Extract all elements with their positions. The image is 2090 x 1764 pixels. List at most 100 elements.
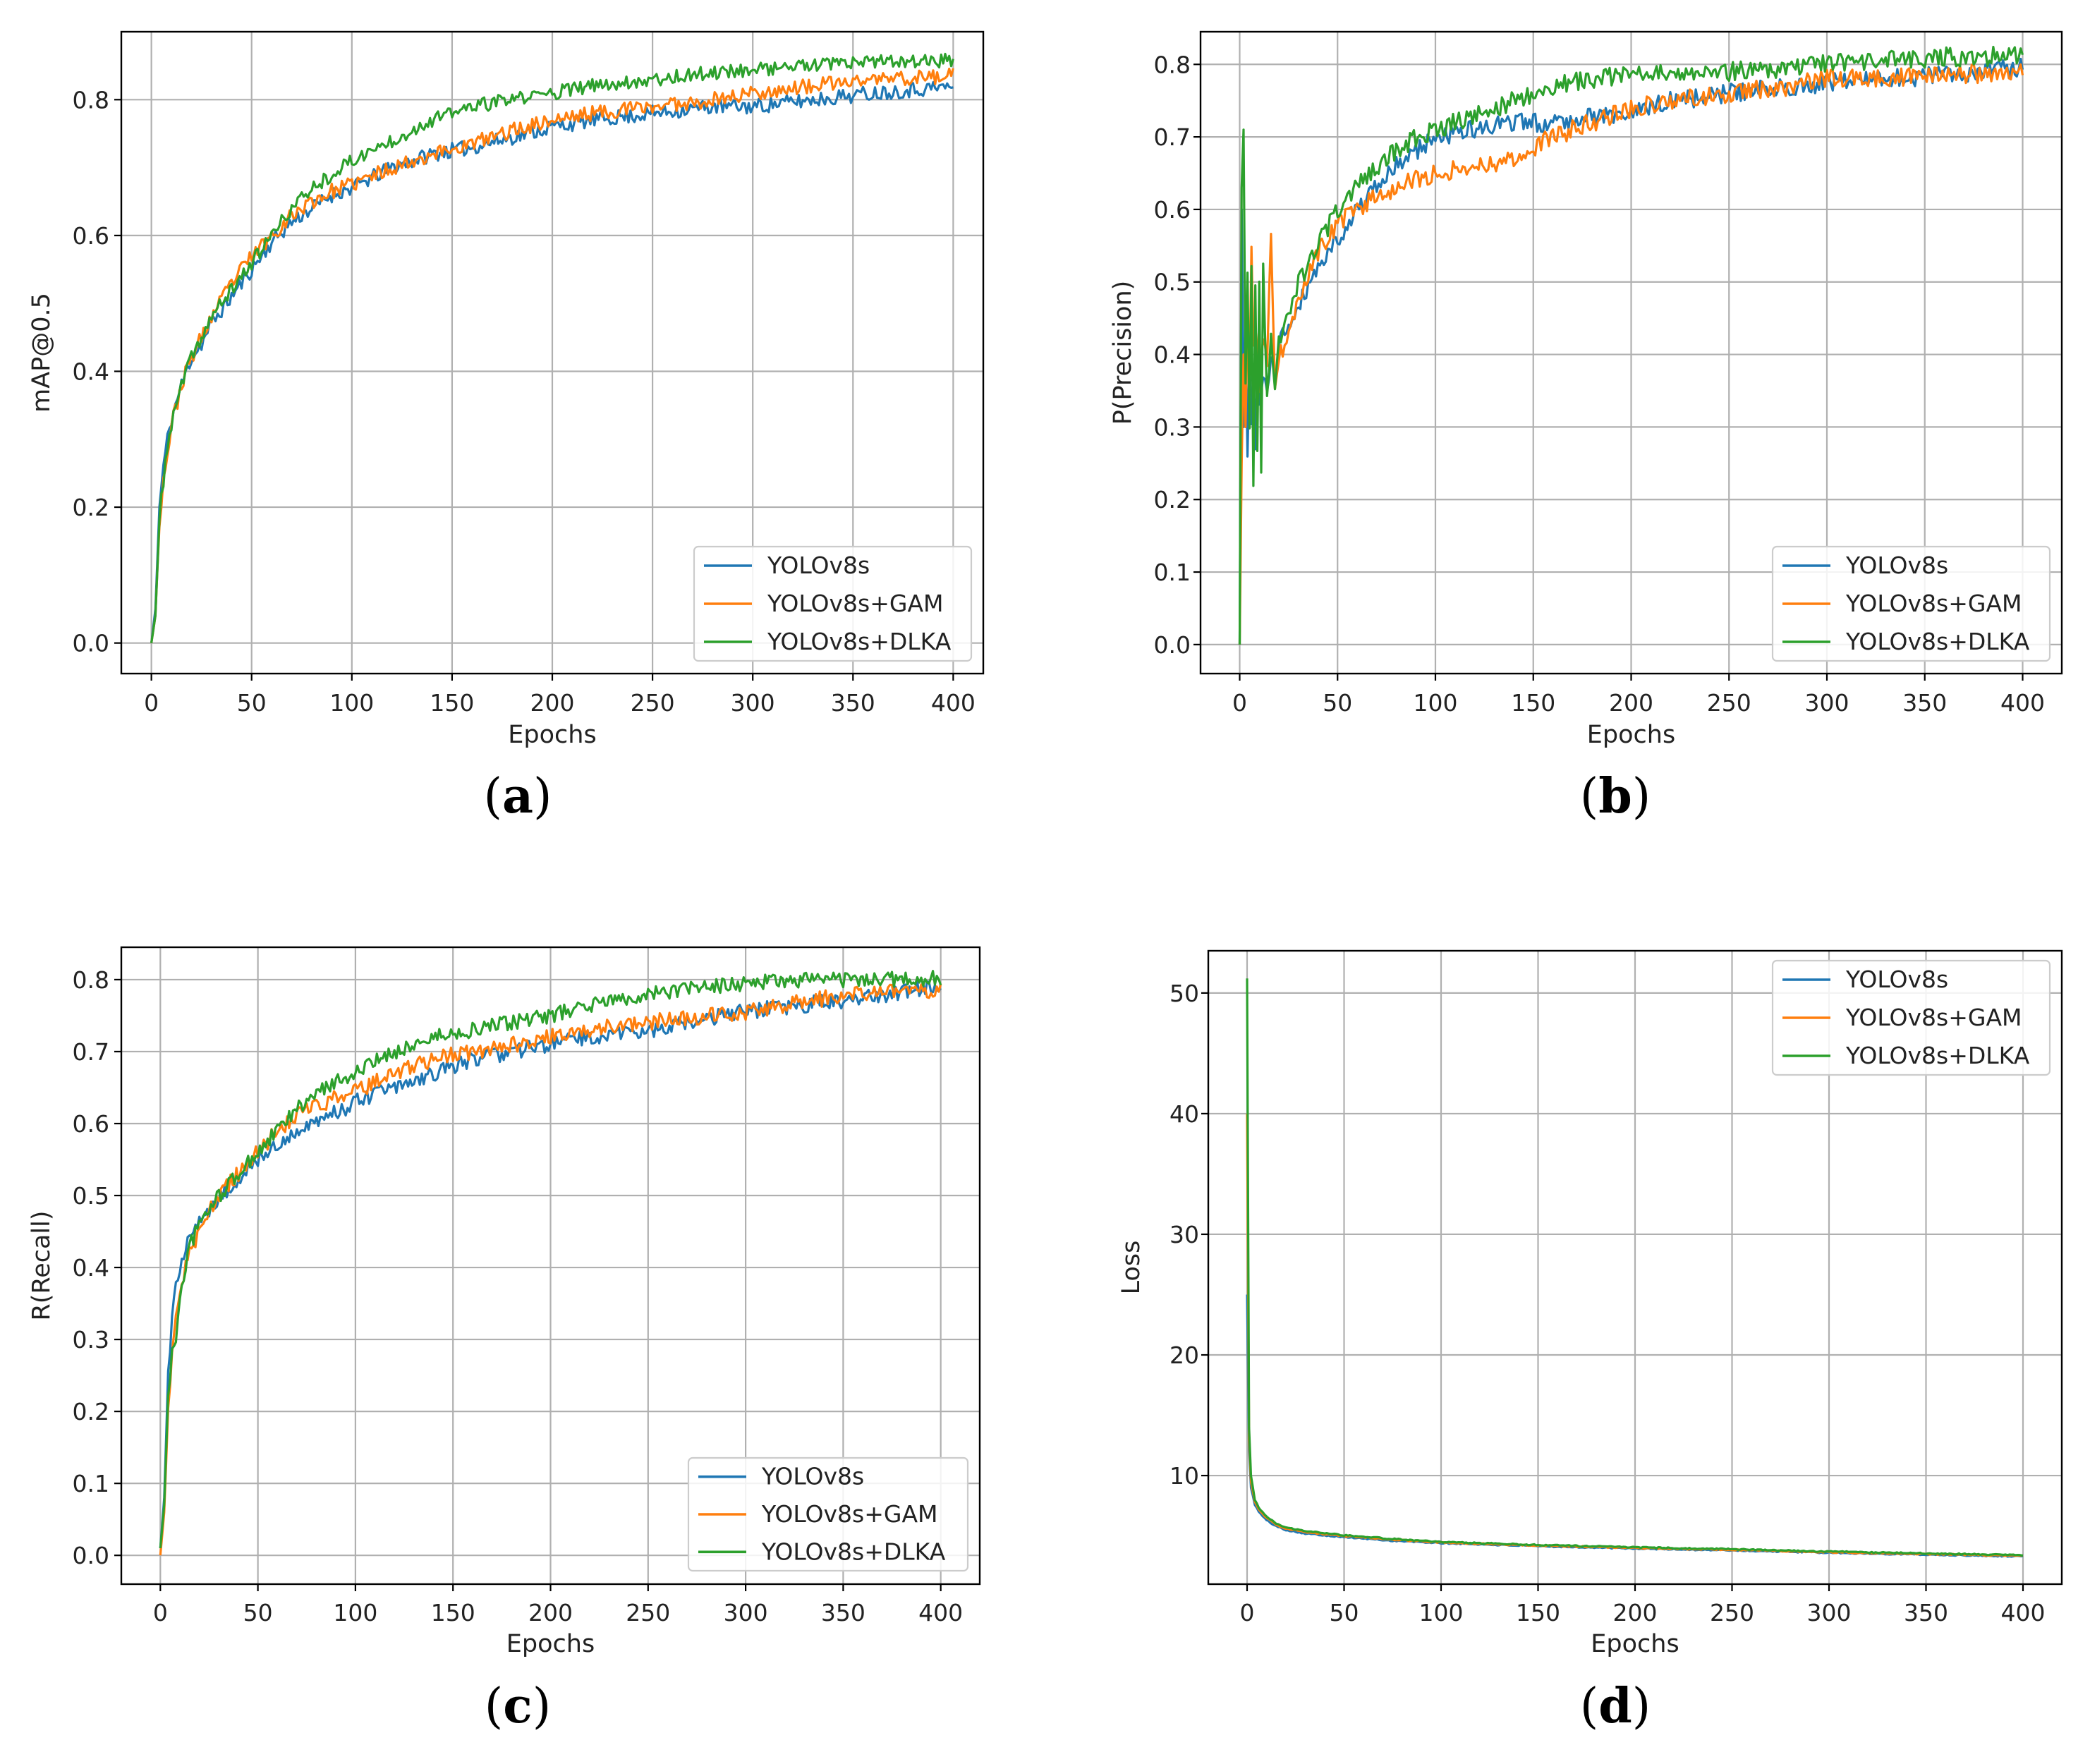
x-tick-label: 0 — [153, 1599, 168, 1626]
y-tick-label: 0.5 — [1154, 269, 1191, 296]
panel-caption: (a) — [483, 768, 552, 825]
x-tick-label: 0 — [1232, 689, 1247, 717]
legend-label: YOLOv8s — [767, 552, 870, 579]
x-tick-label: 50 — [1330, 1599, 1359, 1626]
y-tick-label: 0.8 — [1154, 51, 1191, 78]
x-tick-label: 200 — [1609, 689, 1653, 717]
y-tick-label: 0.6 — [1154, 196, 1191, 224]
x-tick-label: 300 — [1807, 1599, 1852, 1626]
series-line-yolov8s-gam — [150, 67, 954, 643]
series-line-yolov8s-dlka — [150, 52, 954, 643]
x-axis-label: Epochs — [506, 1630, 595, 1658]
x-tick-label: 350 — [821, 1599, 865, 1626]
series-line-yolov8s-dlka — [1246, 978, 2024, 1557]
series-line-yolov8s-dlka — [159, 970, 942, 1549]
legend-label: YOLOv8s — [1845, 552, 1948, 579]
caption-letter: a — [502, 768, 533, 825]
x-tick-label: 300 — [724, 1599, 768, 1626]
x-tick-label: 350 — [831, 689, 875, 717]
legend-box — [687, 1456, 969, 1572]
legend-label: YOLOv8s+GAM — [767, 590, 944, 617]
panel-caption: (d) — [1580, 1678, 1651, 1734]
y-tick-label: 0.0 — [73, 1542, 109, 1569]
x-tick-label: 350 — [1902, 689, 1947, 717]
y-tick-label: 0.1 — [73, 1470, 109, 1497]
y-axis-label: P(Precision) — [1109, 281, 1137, 425]
x-tick-label: 100 — [1414, 689, 1458, 717]
y-tick-label: 0.2 — [73, 494, 109, 521]
y-tick-label: 0.1 — [1154, 559, 1191, 586]
x-tick-label: 0 — [144, 689, 159, 717]
series-line-yolov8s-gam — [1238, 63, 2024, 645]
x-tick-label: 150 — [1511, 689, 1555, 717]
legend-label: YOLOv8s+GAM — [761, 1500, 938, 1528]
legend-label: YOLOv8s+DLKA — [767, 628, 952, 655]
y-tick-label: 0.6 — [73, 222, 109, 250]
x-tick-label: 150 — [430, 689, 474, 717]
caption-letter: c — [503, 1678, 532, 1734]
legend: YOLOv8s YOLOv8s+GAM YOLOv8s+DLKA — [1771, 959, 2051, 1076]
x-tick-label: 150 — [431, 1599, 475, 1626]
legend-label: YOLOv8s — [1845, 966, 1948, 993]
y-tick-label: 0.4 — [1154, 341, 1191, 369]
panel-caption: (c) — [485, 1678, 551, 1734]
legend-label: YOLOv8s — [761, 1463, 864, 1490]
x-tick-label: 100 — [1419, 1599, 1464, 1626]
caption-open-paren: ( — [1580, 769, 1599, 825]
series-line-yolov8s-dlka — [1238, 45, 2024, 645]
caption-letter: d — [1598, 1678, 1632, 1734]
y-axis-label: R(Recall) — [28, 1210, 56, 1320]
legend-label: YOLOv8s+DLKA — [1845, 628, 2030, 655]
legend-box — [1771, 545, 2051, 662]
y-axis-label: mAP@0.5 — [28, 293, 56, 413]
x-axis-label: Epochs — [1587, 721, 1675, 749]
y-tick-label: 0.7 — [1154, 123, 1191, 151]
caption-open-paren: ( — [483, 769, 502, 825]
x-tick-label: 400 — [918, 1599, 963, 1626]
y-tick-label: 0.3 — [1154, 413, 1191, 441]
caption-close-paren: ) — [533, 1679, 552, 1734]
legend-label: YOLOv8s+DLKA — [1845, 1042, 2030, 1069]
x-tick-label: 50 — [1323, 689, 1352, 717]
x-tick-label: 150 — [1516, 1599, 1560, 1626]
y-tick-label: 10 — [1169, 1462, 1199, 1490]
legend-label: YOLOv8s+GAM — [1845, 1004, 2022, 1031]
y-tick-label: 20 — [1169, 1342, 1199, 1369]
panel-caption: (b) — [1580, 768, 1651, 825]
x-tick-label: 400 — [2000, 689, 2045, 717]
x-tick-label: 200 — [1613, 1599, 1658, 1626]
x-tick-label: 250 — [1710, 1599, 1754, 1626]
legend-box — [1771, 959, 2051, 1076]
x-tick-label: 250 — [1707, 689, 1751, 717]
caption-close-paren: ) — [1632, 1679, 1651, 1734]
x-axis-label: Epochs — [508, 721, 596, 749]
y-tick-label: 0.2 — [1154, 486, 1191, 513]
y-tick-label: 0.7 — [73, 1038, 109, 1066]
x-tick-label: 200 — [530, 689, 575, 717]
legend-label: YOLOv8s+DLKA — [761, 1538, 946, 1565]
x-tick-label: 250 — [631, 689, 675, 717]
y-tick-label: 0.4 — [73, 358, 109, 385]
x-axis-label: Epochs — [1591, 1630, 1679, 1658]
y-tick-label: 0.0 — [73, 630, 109, 657]
y-tick-label: 30 — [1169, 1221, 1199, 1248]
x-tick-label: 250 — [626, 1599, 670, 1626]
chart-b: 0 50 100 150 200 250 300 350 400 0.0 0.1 0.2 0.3 0.4 0… — [1109, 30, 2063, 825]
x-tick-label: 350 — [1904, 1599, 1948, 1626]
legend: YOLOv8s YOLOv8s+GAM YOLOv8s+DLKA — [1771, 545, 2051, 662]
caption-close-paren: ) — [1632, 769, 1651, 825]
x-tick-label: 0 — [1240, 1599, 1255, 1626]
legend-box — [693, 545, 973, 662]
y-tick-label: 0.3 — [73, 1326, 109, 1354]
y-tick-label: 0.2 — [73, 1398, 109, 1425]
y-tick-label: 40 — [1169, 1100, 1199, 1128]
chart-d: 0 50 100 150 200 250 300 350 400 10 20 30 40 50 Epochs… — [1117, 949, 2063, 1734]
x-tick-label: 100 — [333, 1599, 377, 1626]
legend: YOLOv8s YOLOv8s+GAM YOLOv8s+DLKA — [687, 1456, 969, 1572]
y-tick-label: 0.8 — [73, 86, 109, 114]
x-tick-label: 50 — [237, 689, 267, 717]
series-line-yolov8s — [150, 80, 954, 643]
y-tick-label: 0.4 — [73, 1254, 109, 1282]
x-tick-label: 50 — [243, 1599, 273, 1626]
